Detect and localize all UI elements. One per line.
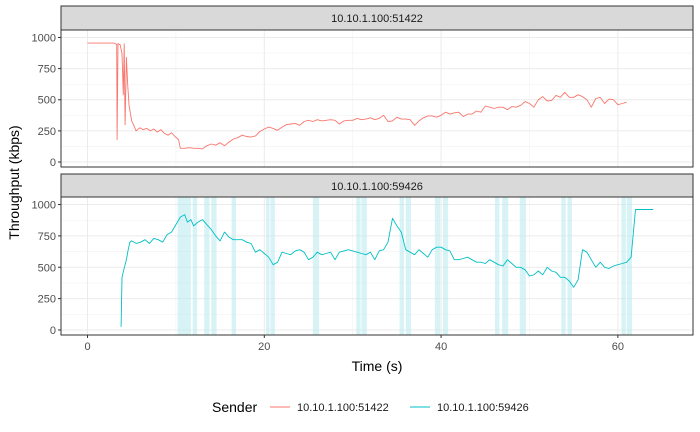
x-tick-label: 40: [435, 341, 447, 353]
highlight-band-8: [312, 197, 320, 335]
highlight-band-1: [177, 197, 191, 335]
y-tick-label: 1000: [32, 200, 56, 212]
x-tick-label: 60: [612, 341, 624, 353]
y-tick-label: 500: [38, 262, 56, 274]
highlight-band-5: [231, 197, 237, 335]
highlight-band-16: [502, 197, 509, 335]
highlight-band-20: [621, 197, 626, 335]
highlight-band-15: [495, 197, 500, 335]
x-tick-label: 0: [84, 341, 90, 353]
highlight-band-6: [266, 197, 270, 335]
highlight-band-4: [211, 197, 217, 335]
panel-border-1: [60, 29, 694, 168]
legend-title: Sender: [212, 399, 257, 415]
x-axis-title: Time (s): [352, 358, 403, 374]
highlight-band-9: [356, 197, 361, 335]
y-tick-label: 1000: [32, 32, 56, 44]
highlight-band-10: [361, 197, 367, 335]
facet-strip-1: [60, 5, 694, 31]
y-tick-label: 500: [38, 95, 56, 107]
panel-border-2: [60, 196, 694, 336]
highlight-band-19: [567, 197, 572, 335]
highlight-band-17: [519, 197, 526, 335]
highlight-band-2: [192, 197, 198, 335]
series-line-2: [120, 209, 654, 327]
highlight-band-21: [626, 197, 633, 335]
highlight-band-14: [442, 197, 449, 335]
highlight-band-12: [405, 197, 412, 335]
y-tick-label: 750: [38, 64, 56, 76]
x-tick-label: 20: [258, 341, 270, 353]
highlight-band-13: [434, 197, 441, 335]
facet-strip-label-2: 10.10.1.100:59426: [331, 181, 423, 193]
legend-label-2: 10.10.1.100:59426: [437, 402, 529, 414]
series-line-1: [87, 42, 627, 150]
y-axis-title: Throughput (kbps): [6, 125, 22, 239]
highlight-band-11: [399, 197, 404, 335]
highlight-band-3: [204, 197, 210, 335]
legend-label-1: 10.10.1.100:51422: [297, 402, 389, 414]
highlight-band-7: [270, 197, 275, 335]
y-tick-label: 250: [38, 126, 56, 138]
y-tick-label: 0: [50, 325, 56, 337]
y-tick-label: 0: [50, 157, 56, 169]
highlight-band-18: [561, 197, 566, 335]
y-tick-label: 250: [38, 294, 56, 306]
facet-strip-label-1: 10.10.1.100:51422: [331, 13, 423, 25]
y-tick-label: 750: [38, 231, 56, 243]
